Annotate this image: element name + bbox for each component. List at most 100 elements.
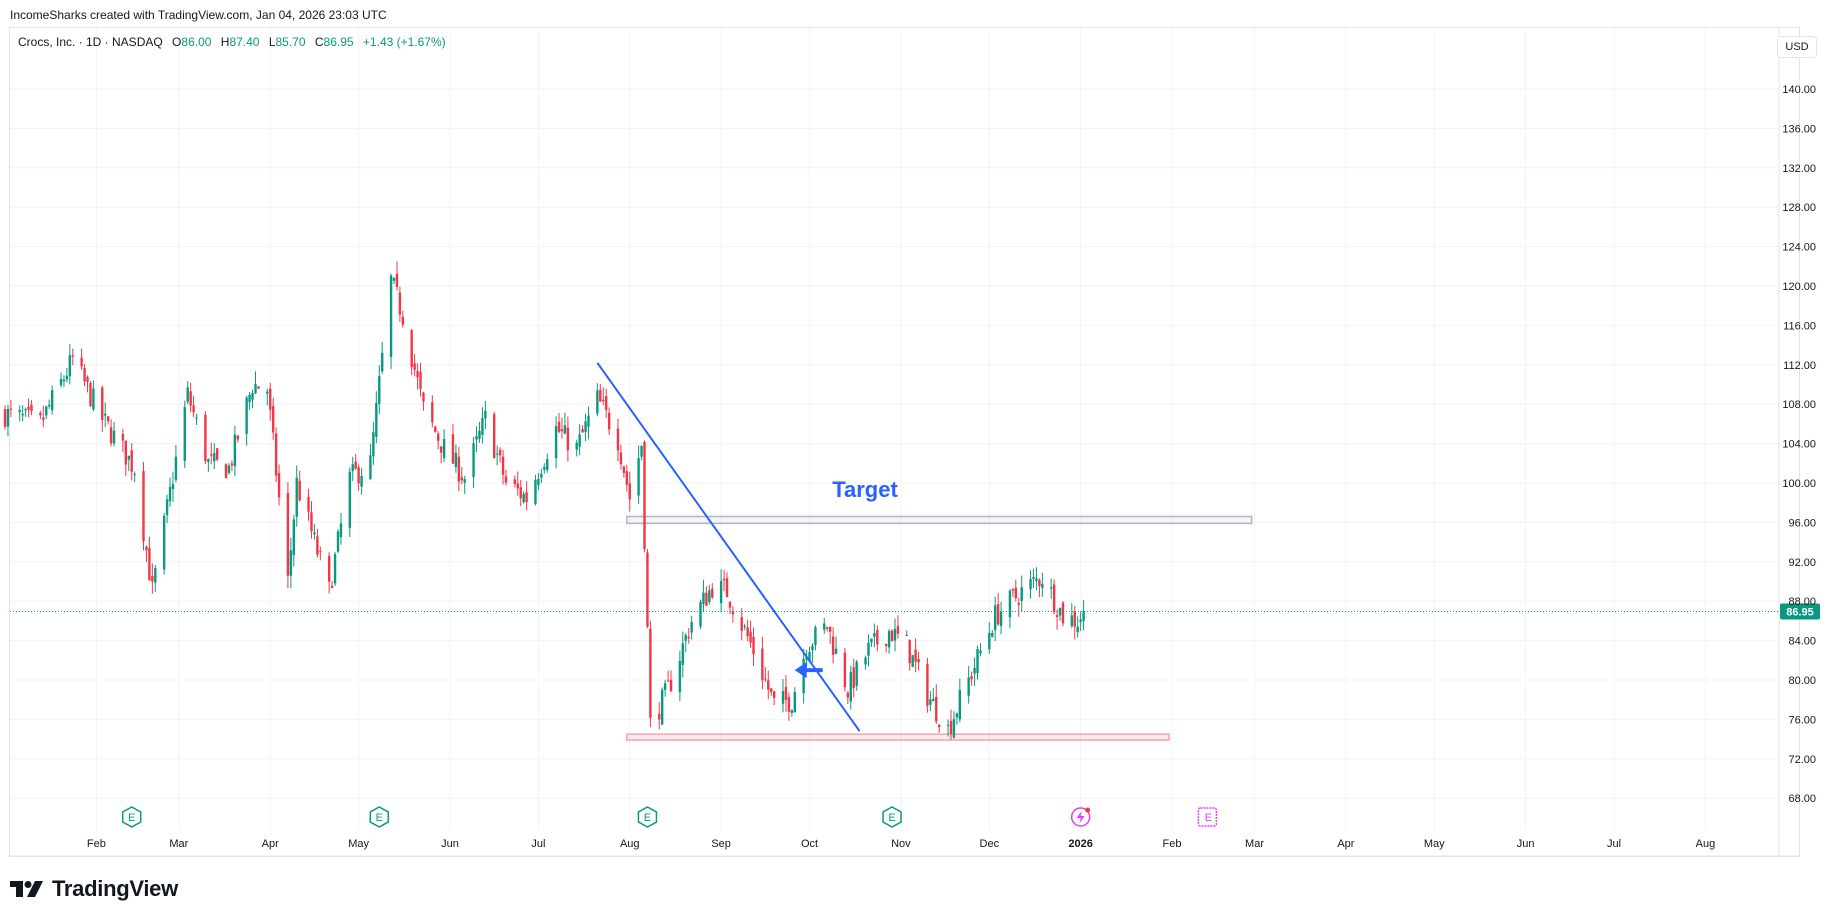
time-axis: Feb Mar Apr May Jun Jul Aug Sep Oct Nov Dec 2026 Feb… <box>87 838 1715 850</box>
candle-body <box>1035 578 1038 581</box>
tradingview-brand[interactable]: TradingView <box>10 876 178 902</box>
candle-body <box>422 392 425 402</box>
candle-body <box>109 427 113 444</box>
candle-body <box>89 382 92 407</box>
candle-body <box>587 415 590 427</box>
price-tick-label: 116.00 <box>1783 320 1816 332</box>
candle-body <box>481 418 484 435</box>
candle-body <box>999 611 1003 626</box>
candle-body <box>457 456 461 482</box>
candle-body <box>678 660 682 693</box>
candle-body <box>189 391 192 406</box>
earnings-icon: E <box>882 806 902 828</box>
candle-body <box>413 363 416 370</box>
candle-body <box>993 605 997 631</box>
candle-body <box>171 484 175 490</box>
candle-body <box>112 430 116 444</box>
candle-body <box>581 429 584 433</box>
candle-body <box>245 397 248 434</box>
candle-body <box>86 376 89 382</box>
candle-body <box>484 410 487 419</box>
candle-body <box>855 661 858 686</box>
candle-body <box>929 699 932 705</box>
candle-body <box>834 648 838 654</box>
earnings-icon: E <box>637 806 658 828</box>
open-value: 86.00 <box>181 35 212 49</box>
candle-body <box>62 379 66 382</box>
candle-body <box>233 434 237 467</box>
candle-body <box>516 483 519 489</box>
brand-name: TradingView <box>52 876 178 901</box>
candle-body <box>949 720 953 735</box>
candle-body <box>743 626 746 628</box>
candle-body <box>227 465 231 474</box>
candle-body <box>168 486 172 502</box>
candle-body <box>666 680 670 682</box>
last-price-tag <box>1780 603 1820 620</box>
candle-body <box>101 387 104 421</box>
candle-body <box>463 479 466 483</box>
close-value: 86.95 <box>323 35 354 49</box>
candle-body <box>525 492 528 503</box>
candle-body <box>389 275 393 357</box>
candle-body <box>271 406 275 433</box>
candle-body <box>504 476 508 483</box>
candle-body <box>811 645 814 651</box>
candle-body <box>319 550 322 552</box>
candle-body <box>867 642 870 656</box>
candle-body <box>372 432 375 457</box>
time-tick-label: Oct <box>801 838 818 850</box>
candle-body <box>133 474 136 476</box>
last-price-label: 86.95 <box>1786 607 1814 619</box>
candle-body <box>814 627 817 645</box>
candle-body <box>45 406 48 416</box>
candle-body <box>68 355 72 377</box>
candle-body <box>71 355 74 357</box>
candle-body <box>722 578 726 581</box>
candle-body <box>213 452 216 462</box>
price-axis: 140.00 136.00 132.00 128.00 124.00 120.00 116.… <box>1782 84 1816 805</box>
candle-body <box>454 452 458 468</box>
candle-body <box>333 554 337 584</box>
candle-body <box>752 636 755 655</box>
candle-body <box>121 433 125 441</box>
candle-body <box>59 378 63 386</box>
candle-body <box>1079 619 1082 622</box>
time-tick-label: Aug <box>1696 838 1716 850</box>
price-tick-label: 124.00 <box>1782 242 1816 254</box>
candle-body <box>410 330 413 368</box>
candle-body <box>958 690 962 720</box>
candle-body <box>619 452 623 465</box>
price-tick-label: 140.00 <box>1782 84 1816 96</box>
candle-body <box>1082 611 1085 621</box>
candle-body <box>893 628 897 641</box>
currency-button[interactable]: USD <box>1777 36 1817 58</box>
candle-body <box>708 590 711 603</box>
candle-body <box>106 416 110 422</box>
candle-body <box>522 493 525 503</box>
candle-body <box>640 446 643 457</box>
candle-body <box>127 455 130 460</box>
annotation-zones <box>626 515 1253 741</box>
candle-body <box>955 713 959 718</box>
candle-body <box>873 633 876 637</box>
overlays: 86.95 Target <box>10 362 1820 732</box>
candle-body <box>649 628 652 718</box>
candle-body <box>764 678 767 680</box>
candle-body <box>1014 587 1018 599</box>
candle-body <box>154 568 157 583</box>
candle-body <box>761 648 764 681</box>
candle-body <box>495 453 499 455</box>
candle-body <box>554 426 558 459</box>
candle-body <box>725 578 729 598</box>
grid <box>10 28 1800 857</box>
candle-body <box>831 636 835 655</box>
candle-body <box>501 456 505 475</box>
candle-body <box>1017 602 1020 605</box>
candle-body <box>431 402 434 423</box>
candle-body <box>1070 615 1074 626</box>
chart-credit: IncomeSharks created with TradingView.co… <box>10 8 387 22</box>
candle-body <box>519 487 522 499</box>
close-label: C <box>314 35 324 49</box>
